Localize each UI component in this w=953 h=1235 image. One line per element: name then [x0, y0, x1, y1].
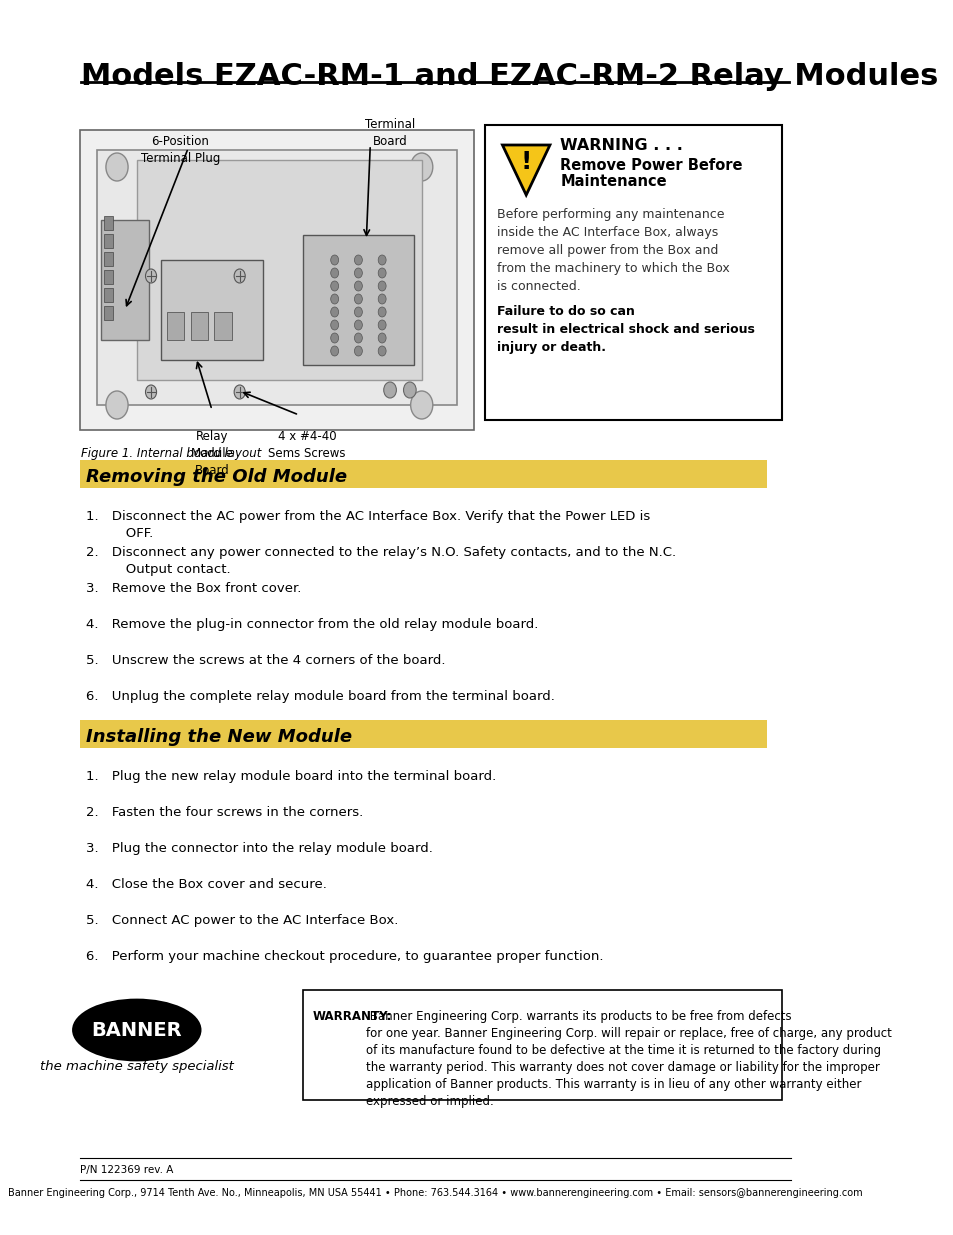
- Circle shape: [331, 268, 338, 278]
- Text: ®: ®: [167, 1005, 176, 1015]
- Circle shape: [403, 382, 416, 398]
- Circle shape: [331, 346, 338, 356]
- Circle shape: [146, 385, 156, 399]
- Circle shape: [355, 308, 362, 317]
- Text: 1. Disconnect the AC power from the AC Interface Box. Verify that the Power LED : 1. Disconnect the AC power from the AC I…: [86, 510, 650, 540]
- FancyBboxPatch shape: [104, 288, 112, 303]
- Circle shape: [331, 282, 338, 291]
- Text: P/N 122369 rev. A: P/N 122369 rev. A: [80, 1165, 173, 1174]
- Circle shape: [377, 346, 386, 356]
- FancyBboxPatch shape: [104, 252, 112, 266]
- FancyBboxPatch shape: [303, 235, 414, 366]
- Text: 6-Position
Terminal Plug: 6-Position Terminal Plug: [140, 135, 220, 165]
- Text: !: !: [520, 149, 532, 174]
- Text: 2. Disconnect any power connected to the relay’s N.O. Safety contacts, and to th: 2. Disconnect any power connected to the…: [86, 546, 676, 576]
- Circle shape: [377, 294, 386, 304]
- Text: Models EZAC-RM-1 and EZAC-RM-2 Relay Modules: Models EZAC-RM-1 and EZAC-RM-2 Relay Mod…: [81, 62, 938, 91]
- Text: 1. Plug the new relay module board into the terminal board.: 1. Plug the new relay module board into …: [86, 769, 496, 783]
- Text: BANNER: BANNER: [91, 1020, 182, 1040]
- Text: Installing the New Module: Installing the New Module: [86, 727, 352, 746]
- Circle shape: [331, 294, 338, 304]
- FancyBboxPatch shape: [80, 720, 766, 748]
- Text: Remove Power Before: Remove Power Before: [559, 158, 742, 173]
- FancyBboxPatch shape: [104, 306, 112, 320]
- Circle shape: [331, 320, 338, 330]
- FancyBboxPatch shape: [136, 161, 421, 380]
- Text: Banner Engineering Corp., 9714 Tenth Ave. No., Minneapolis, MN USA 55441 • Phone: Banner Engineering Corp., 9714 Tenth Ave…: [8, 1188, 862, 1198]
- FancyBboxPatch shape: [97, 149, 456, 405]
- Circle shape: [233, 269, 245, 283]
- Circle shape: [383, 382, 396, 398]
- Circle shape: [355, 268, 362, 278]
- Circle shape: [377, 268, 386, 278]
- Text: Removing the Old Module: Removing the Old Module: [86, 468, 347, 487]
- Circle shape: [355, 282, 362, 291]
- FancyBboxPatch shape: [160, 261, 263, 359]
- Circle shape: [410, 391, 433, 419]
- Circle shape: [410, 153, 433, 182]
- Text: 5. Connect AC power to the AC Interface Box.: 5. Connect AC power to the AC Interface …: [86, 914, 398, 927]
- Text: 4 x #4-40
Sems Screws: 4 x #4-40 Sems Screws: [268, 430, 345, 459]
- FancyBboxPatch shape: [101, 220, 149, 340]
- Text: WARNING . . .: WARNING . . .: [559, 138, 682, 153]
- Text: Maintenance: Maintenance: [559, 174, 666, 189]
- Text: Figure 1. Internal board layout: Figure 1. Internal board layout: [81, 447, 261, 459]
- FancyBboxPatch shape: [104, 216, 112, 230]
- FancyBboxPatch shape: [80, 130, 474, 430]
- Circle shape: [331, 333, 338, 343]
- Circle shape: [146, 269, 156, 283]
- Circle shape: [377, 320, 386, 330]
- Ellipse shape: [73, 1000, 200, 1060]
- Text: 5. Unscrew the screws at the 4 corners of the board.: 5. Unscrew the screws at the 4 corners o…: [86, 655, 445, 667]
- Text: Banner Engineering Corp. warrants its products to be free from defects
for one y: Banner Engineering Corp. warrants its pr…: [366, 1010, 891, 1108]
- FancyBboxPatch shape: [80, 459, 766, 488]
- Circle shape: [355, 254, 362, 266]
- Circle shape: [331, 254, 338, 266]
- FancyBboxPatch shape: [191, 312, 208, 340]
- Text: 4. Close the Box cover and secure.: 4. Close the Box cover and secure.: [86, 878, 327, 890]
- Text: Relay
Module
Board: Relay Module Board: [191, 430, 233, 477]
- FancyBboxPatch shape: [303, 990, 781, 1100]
- Circle shape: [377, 282, 386, 291]
- Circle shape: [331, 308, 338, 317]
- Text: Terminal
Board: Terminal Board: [365, 119, 415, 148]
- Circle shape: [355, 294, 362, 304]
- Circle shape: [106, 391, 128, 419]
- Circle shape: [377, 308, 386, 317]
- Circle shape: [377, 254, 386, 266]
- FancyBboxPatch shape: [104, 270, 112, 284]
- Text: Failure to do so can
result in electrical shock and serious
injury or death.: Failure to do so can result in electrica…: [497, 305, 754, 354]
- Text: 6. Perform your machine checkout procedure, to guarantee proper function.: 6. Perform your machine checkout procedu…: [86, 950, 603, 963]
- Text: 6. Unplug the complete relay module board from the terminal board.: 6. Unplug the complete relay module boar…: [86, 690, 555, 703]
- Text: 4. Remove the plug-in connector from the old relay module board.: 4. Remove the plug-in connector from the…: [86, 618, 537, 631]
- FancyBboxPatch shape: [104, 233, 112, 248]
- Circle shape: [355, 346, 362, 356]
- FancyBboxPatch shape: [214, 312, 232, 340]
- Circle shape: [377, 333, 386, 343]
- Text: 3. Remove the Box front cover.: 3. Remove the Box front cover.: [86, 582, 301, 595]
- Text: the machine safety specialist: the machine safety specialist: [40, 1060, 233, 1073]
- Circle shape: [355, 333, 362, 343]
- Circle shape: [233, 385, 245, 399]
- Text: 3. Plug the connector into the relay module board.: 3. Plug the connector into the relay mod…: [86, 842, 433, 855]
- FancyBboxPatch shape: [484, 125, 781, 420]
- FancyBboxPatch shape: [167, 312, 184, 340]
- Polygon shape: [502, 144, 549, 195]
- Circle shape: [355, 320, 362, 330]
- Text: WARRANTY:: WARRANTY:: [313, 1010, 392, 1023]
- Text: 2. Fasten the four screws in the corners.: 2. Fasten the four screws in the corners…: [86, 806, 363, 819]
- Circle shape: [106, 153, 128, 182]
- Text: Before performing any maintenance
inside the AC Interface Box, always
remove all: Before performing any maintenance inside…: [497, 207, 729, 293]
